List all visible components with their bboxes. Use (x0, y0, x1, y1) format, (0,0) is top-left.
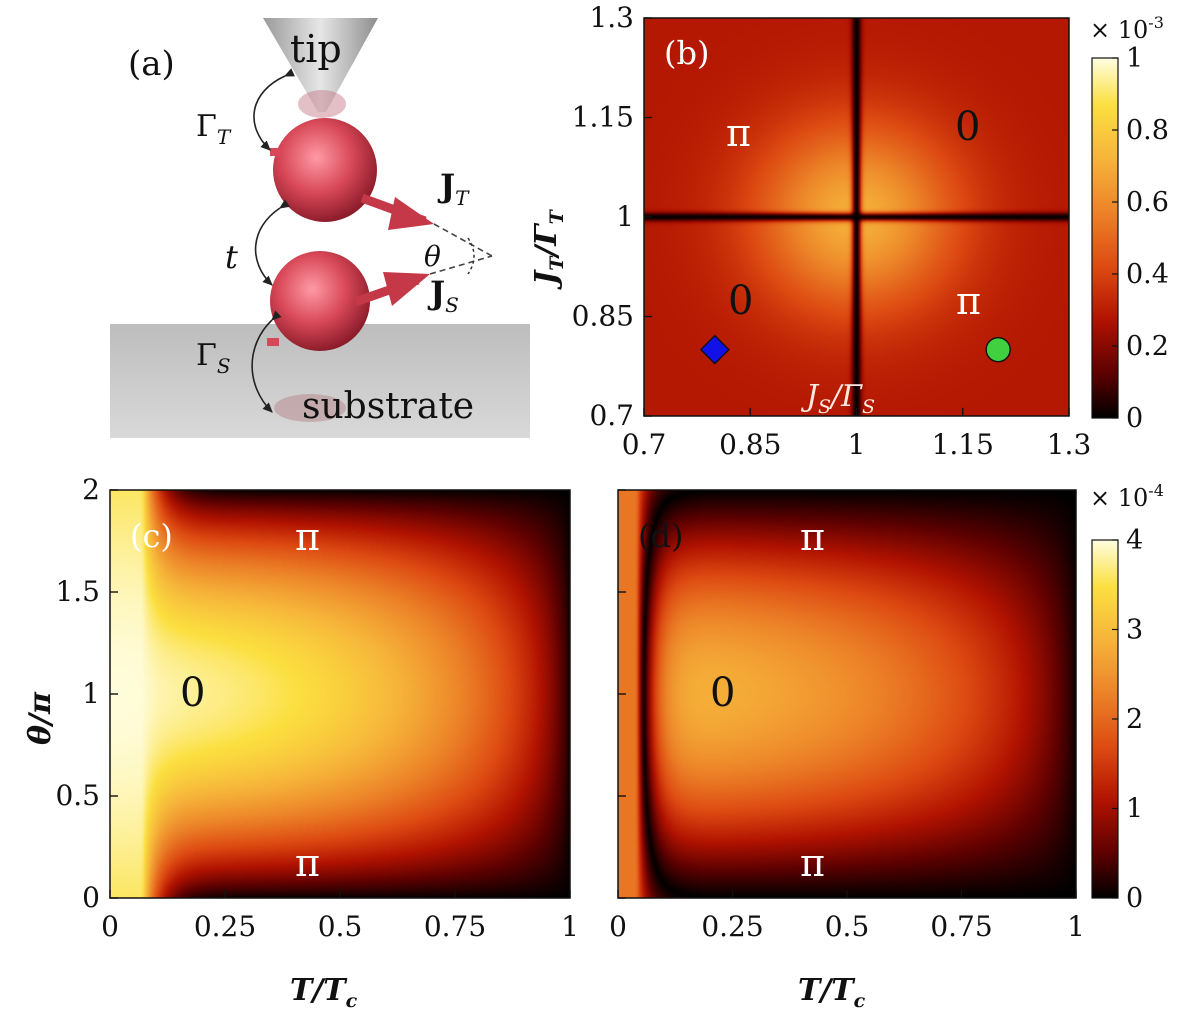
panel-b-x-tick-label: 1.3 (1047, 428, 1092, 461)
region-label-d-top: π (800, 515, 825, 559)
jt-label: JT (437, 167, 470, 210)
region-label-b-top-left: π (726, 111, 751, 155)
panel-b-colorbar-tick-label: 0.2 (1126, 331, 1169, 362)
panel-c-x-tick-label: 0.25 (194, 910, 256, 943)
js-arrow-head (383, 272, 430, 306)
hopping-arrow (254, 199, 290, 286)
panel-d-colorbar-tick-label: 0 (1126, 883, 1143, 914)
panel-b: 0.7 0.85 1 1.15 1.3 0.7 0.85 1 1.15 1.3 (b) π 0 0… (529, 1, 1169, 461)
panel-d-x-tick-label: 0.5 (825, 910, 870, 943)
panel-b-ticks: 0.7 0.85 1 1.15 1.3 0.7 0.85 1 1.15 1.3 (572, 1, 1092, 461)
bottom-sphere-stub (267, 338, 279, 346)
top-sphere (273, 118, 377, 222)
panel-b-x-tick-label: 0.85 (719, 428, 781, 461)
panel-c: 0 0.25 0.5 0.75 1 0 0.5 1 1.5 2 (c) π 0 π T/Tc θ/… (23, 473, 579, 1011)
panel-c-x-tick-label: 1 (561, 910, 579, 943)
panel-b-colorbar-tick-label: 0.4 (1126, 259, 1169, 290)
gamma-t-arrow (253, 68, 296, 151)
panel-b-y-tick-label: 1 (616, 200, 634, 233)
gamma-s-label: ΓS (196, 338, 231, 378)
panel-b-y-tick-label: 1.15 (572, 101, 634, 134)
theta-label: θ (424, 240, 441, 273)
panel-d-xlabel: T/Tc (798, 973, 866, 1011)
gamma-s-arrow (251, 310, 282, 413)
top-sphere-stub (270, 148, 282, 156)
panel-d-ticks: 0 0.25 0.5 0.75 1 (609, 489, 1085, 943)
panel-d-heatmap (618, 490, 1076, 898)
panel-d-x-tick-label: 0 (609, 910, 627, 943)
panel-b-x-tick-label: 1.15 (932, 428, 994, 461)
bottom-sphere (270, 251, 370, 351)
tip-label: tip (290, 27, 342, 71)
panel-c-y-tick-label: 1 (82, 677, 100, 710)
panel-b-colorbar (1091, 57, 1119, 419)
panel-b-y-tick-label: 1.3 (589, 1, 634, 34)
panel-b-colorbar-ticks: 1 0.8 0.6 0.4 0.2 0 (1112, 43, 1169, 434)
panel-c-y-tick-label: 2 (82, 473, 100, 506)
panel-c-xlabel: T/Tc (290, 973, 358, 1011)
panel-c-heatmap (110, 490, 570, 898)
panel-c-x-tick-label: 0 (101, 910, 119, 943)
theta-arc (467, 237, 475, 275)
panel-c-x-tick-label: 0.75 (424, 910, 486, 943)
panel-d-colorbar-tick-label: 4 (1126, 525, 1143, 556)
jt-direction-dashed (433, 223, 493, 257)
circle-marker (985, 336, 1011, 363)
panel-d-colorbar-ticks: 4 3 2 1 0 (1112, 525, 1143, 914)
panel-b-y-tick-label: 0.7 (589, 399, 634, 432)
region-label-b-bottom-left: 0 (728, 278, 753, 324)
panel-d-label: (d) (638, 517, 683, 555)
panel-c-ylabel: θ/π (23, 691, 58, 745)
panel-c-y-tick-label: 0 (82, 881, 100, 914)
panel-b-y-tick-label: 0.85 (572, 300, 634, 333)
tip-cone (263, 18, 378, 112)
panel-c-y-tick-label: 1.5 (55, 575, 100, 608)
panel-a: (a) tip substrate ΓT t ΓS JT JS θ (110, 18, 530, 438)
hopping-label: t (225, 238, 238, 276)
region-label-b-top-right: 0 (955, 104, 980, 150)
region-label-c-middle: 0 (180, 670, 205, 716)
js-label: JS (427, 274, 459, 317)
panel-b-colorbar-exponent: × 10-3 (1090, 13, 1164, 44)
panel-d-colorbar-tick-label: 2 (1126, 704, 1143, 735)
panel-c-x-tick-label: 0.5 (318, 910, 363, 943)
tip-apex-glow (298, 90, 346, 118)
region-label-d-bottom: π (800, 841, 825, 885)
panel-d-colorbar-tick-label: 3 (1126, 615, 1143, 646)
panel-b-colorbar-tick-label: 0 (1126, 403, 1143, 434)
panel-b-markers (699, 334, 1011, 365)
panel-d: 0 0.25 0.5 0.75 1 (d) π 0 π T/Tc 4 3 2 1 0 × 10-… (609, 481, 1164, 1011)
panel-b-x-tick-label: 1 (848, 428, 866, 461)
panel-a-label: (a) (128, 44, 175, 84)
panel-b-ylabel: JT/ΓT (529, 208, 568, 290)
diamond-marker (699, 334, 730, 365)
panel-b-colorbar-tick-label: 1 (1126, 43, 1143, 74)
panel-c-label: (c) (130, 517, 173, 555)
js-direction-dashed (429, 255, 493, 275)
panel-d-colorbar-tick-label: 1 (1126, 794, 1143, 825)
gamma-t-label: ΓT (196, 109, 232, 149)
panel-b-label: (b) (664, 34, 709, 72)
panel-b-colorbar-tick-label: 0.8 (1126, 115, 1169, 146)
region-label-d-middle: 0 (710, 670, 735, 716)
substrate-label: substrate (302, 386, 474, 427)
panel-c-ticks: 0 0.25 0.5 0.75 1 0 0.5 1 1.5 2 (55, 473, 578, 943)
panel-d-x-tick-label: 0.25 (701, 910, 763, 943)
panel-c-y-tick-label: 0.5 (55, 779, 100, 812)
region-label-b-bottom-right: π (956, 279, 981, 323)
panel-d-x-tick-label: 0.75 (930, 910, 992, 943)
region-label-c-bottom: π (295, 841, 320, 885)
panel-d-x-tick-label: 1 (1067, 910, 1085, 943)
panel-b-colorbar-tick-label: 0.6 (1126, 187, 1169, 218)
substrate-shadow (274, 394, 346, 422)
panel-d-colorbar-exponent: × 10-4 (1090, 481, 1164, 512)
region-label-c-top: π (295, 515, 320, 559)
panel-b-x-tick-label: 0.7 (622, 428, 667, 461)
jt-arrow-head (388, 197, 434, 230)
